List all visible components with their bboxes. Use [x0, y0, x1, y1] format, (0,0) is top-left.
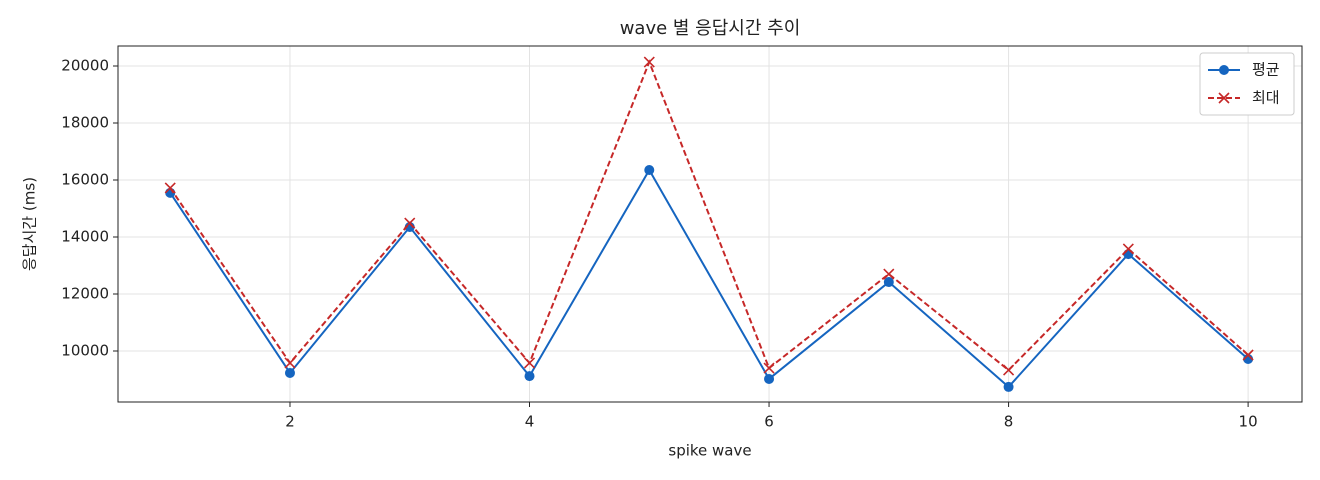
point: [1123, 249, 1134, 260]
point: [284, 367, 295, 378]
y-tick-label: 18000: [61, 114, 109, 132]
point: [524, 371, 535, 382]
y-tick-label: 16000: [61, 171, 109, 189]
line: [169, 59, 1249, 372]
x-axis-label: spike wave: [668, 442, 751, 460]
x-tick-label: 2: [285, 413, 295, 431]
point: [1242, 349, 1254, 361]
y-axis-label: 응답시간 (ms): [21, 177, 39, 271]
point: [763, 362, 775, 374]
point: [1122, 243, 1134, 255]
point: [284, 357, 296, 369]
chart-title: wave 별 응답시간 추이: [620, 18, 801, 39]
point: [643, 56, 655, 68]
y-tick-label: 14000: [61, 228, 109, 246]
y-tick-label: 20000: [61, 57, 109, 75]
x-tick-label: 6: [764, 413, 774, 431]
legend-marker: [1219, 65, 1229, 75]
x-tick-label: 4: [525, 413, 535, 431]
legend-box: [1199, 52, 1295, 116]
point: [1003, 381, 1014, 392]
point: [764, 373, 775, 384]
y-tick-label: 12000: [61, 285, 109, 303]
point: [883, 268, 895, 280]
point: [523, 357, 536, 369]
x-tick-label: 8: [1004, 413, 1014, 431]
point: [404, 217, 416, 229]
y-tick-label: 10000: [61, 342, 109, 360]
point: [883, 277, 894, 288]
legend-label: 최대: [1252, 89, 1280, 107]
legend-marker: [1218, 92, 1230, 104]
plot-frame: [117, 45, 1303, 403]
line: [169, 168, 1249, 389]
point: [164, 182, 176, 194]
legend-label: 평균: [1252, 61, 1280, 79]
point: [1003, 364, 1015, 376]
x-tick-label: 10: [1239, 413, 1258, 431]
point: [644, 165, 655, 176]
